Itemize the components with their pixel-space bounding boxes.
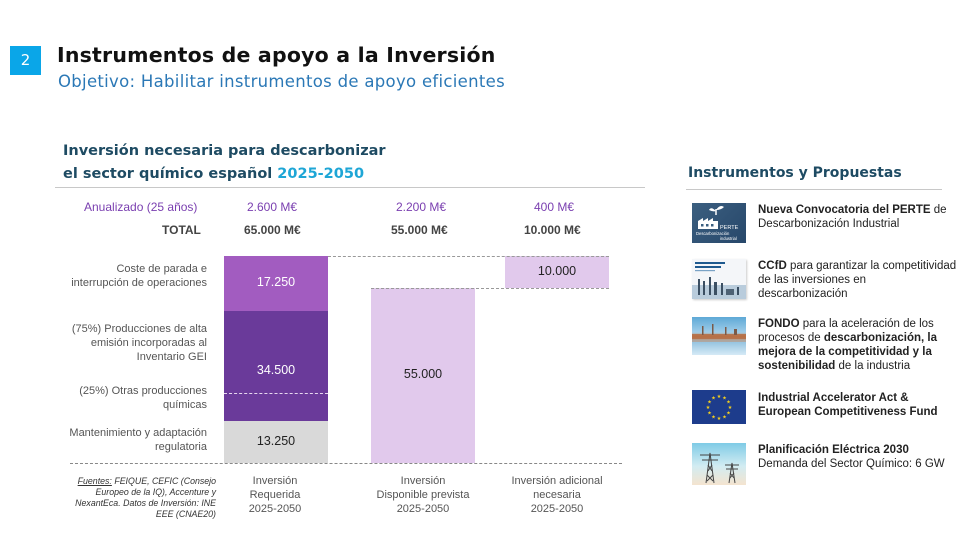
chart-title-line2: el sector químico español 2025-2050 <box>63 163 386 186</box>
instrument-bold2-fondo: descarbonización, la mejora de la compet… <box>758 332 937 372</box>
slide-subtitle: Objetivo: Habilitar instrumentos de apoy… <box>58 72 505 91</box>
perte-thumb-caption: PERTE <box>720 225 739 231</box>
total-label: TOTAL <box>162 223 201 237</box>
instrument-bold-eu: Industrial Accelerator Act & European Co… <box>758 392 938 418</box>
industrial-plant-icon <box>692 317 746 355</box>
instrument-bold-perte: Nueva Convocatoria del PERTE <box>758 204 931 216</box>
power-pylon-icon <box>692 443 746 485</box>
bar-value-label: 34.500 <box>256 363 296 378</box>
eu-star-icon: ★ <box>706 405 711 411</box>
perte-logo-icon: PERTE Descarbonización industrial <box>692 203 746 243</box>
instrument-rest-planificacion: Demanda del Sector Químico: 6 GW <box>758 458 945 470</box>
eu-flag-icon: ★ ★ ★ ★ ★ ★ ★ ★ ★ ★ ★ ★ <box>692 390 746 424</box>
row-label-high-emission: (75%) Producciones de alta emisión incor… <box>71 323 207 363</box>
bar-segment-required-1: 34.500 <box>224 310 328 421</box>
eu-star-icon: ★ <box>707 400 712 406</box>
chart-title-divider <box>55 187 645 188</box>
eu-star-icon: ★ <box>717 416 722 422</box>
chart-title-line1: Inversión necesaria para descarbonizar <box>63 143 386 159</box>
instrument-text-eu: Industrial Accelerator Act & European Co… <box>758 391 958 419</box>
row-label-other-production: (25%) Otras producciones químicas <box>79 385 207 411</box>
eu-star-icon: ★ <box>711 415 716 421</box>
instruments-header: Instrumentos y Propuestas <box>688 165 902 181</box>
instrument-rest1-fondo: para la aceleración de los procesos de <box>758 318 934 344</box>
instrument-text-perte: Nueva Convocatoria del PERTE de Descarbo… <box>758 203 958 231</box>
bar-segment-additional-0: 10.000 <box>505 256 609 288</box>
x-label-available-line2: Disponible prevista <box>376 489 470 501</box>
bar-value-label: 17.250 <box>256 275 296 290</box>
x-label-available-line1: Inversión <box>400 475 446 487</box>
total-value-required: 65.000 M€ <box>244 223 301 237</box>
connector-line-available <box>371 287 609 289</box>
svg-text:Descarbonización: Descarbonización <box>696 231 730 236</box>
bar-value-label: 13.250 <box>256 433 296 448</box>
bar-segment-required-0: 13.250 <box>224 420 328 463</box>
eu-star-icon: ★ <box>717 394 722 400</box>
eu-star-icon: ★ <box>711 395 716 401</box>
sources-text: FEIQUE, CEFIC (Consejo Europeo de la IQ)… <box>75 476 216 519</box>
instrument-rest2-fondo: de la industria <box>835 360 911 372</box>
eu-star-icon: ★ <box>722 395 727 401</box>
instrument-text-ccfd: CCfD para garantizar la competitividad d… <box>758 259 958 301</box>
annualized-value-required: 2.600 M€ <box>247 200 298 214</box>
slide-title: Instrumentos de apoyo a la Inversión <box>57 43 496 67</box>
x-label-additional: Inversión adicional necesaria 2025-2050 <box>482 474 632 516</box>
chart-baseline <box>70 463 622 464</box>
ccfd-document-icon <box>692 259 746 299</box>
instrument-rest-perte: de Descarbonización Industrial <box>758 204 947 230</box>
sources-prefix: Fuentes: <box>77 476 112 486</box>
chart-title-period: 2025-2050 <box>277 166 365 182</box>
total-value-available: 55.000 M€ <box>391 223 448 237</box>
total-value-additional: 10.000 M€ <box>524 223 581 237</box>
chart-title-line2-prefix: el sector químico español <box>63 166 278 182</box>
x-label-additional-line2: necesaria <box>533 489 581 501</box>
instrument-rest-ccfd: para garantizar la competitividad de las… <box>758 260 957 300</box>
segment-split-line <box>224 393 328 395</box>
eu-star-icon: ★ <box>707 411 712 417</box>
instrument-text-fondo: FONDO para la aceleración de los proceso… <box>758 317 958 373</box>
x-label-additional-line1: Inversión adicional <box>511 475 603 487</box>
slide-number-badge: 2 <box>10 46 41 75</box>
x-label-available: Inversión Disponible prevista 2025-2050 <box>348 474 498 516</box>
eu-star-icon: ★ <box>726 400 731 406</box>
annualized-value-additional: 400 M€ <box>534 200 575 214</box>
eu-star-icon: ★ <box>728 405 733 411</box>
x-label-required-line1: Inversión <box>252 475 298 487</box>
annualized-value-available: 2.200 M€ <box>396 200 447 214</box>
bar-value-label: 55.000 <box>403 367 443 382</box>
instruments-divider <box>686 189 942 190</box>
instrument-bold-ccfd: CCfD <box>758 260 787 272</box>
eu-star-icon: ★ <box>722 415 727 421</box>
x-label-required-line2: Requerida <box>249 489 301 501</box>
x-label-available-line3: 2025-2050 <box>396 503 450 515</box>
instrument-bold-fondo: FONDO <box>758 318 800 330</box>
row-label-shutdown-cost: Coste de parada e interrupción de operac… <box>71 263 207 289</box>
svg-text:industrial: industrial <box>720 236 737 241</box>
instrument-bold-planificacion: Planificación Eléctrica 2030 <box>758 444 909 456</box>
x-label-required: Inversión Requerida 2025-2050 <box>200 474 350 516</box>
sources-note: Fuentes: FEIQUE, CEFIC (Consejo Europeo … <box>70 476 216 520</box>
x-label-additional-line3: 2025-2050 <box>530 503 584 515</box>
eu-star-icon: ★ <box>726 411 731 417</box>
annualized-label: Anualizado (25 años) <box>84 200 198 214</box>
bar-segment-required-2: 17.250 <box>224 256 328 311</box>
bar-segment-available-0: 55.000 <box>371 287 475 463</box>
row-label-maintenance: Mantenimiento y adaptación regulatoria <box>69 427 207 453</box>
chart-title: Inversión necesaria para descarbonizar e… <box>63 140 386 186</box>
x-label-required-line3: 2025-2050 <box>248 503 302 515</box>
instrument-text-planificacion: Planificación Eléctrica 2030 Demanda del … <box>758 443 958 471</box>
connector-line-total <box>328 256 609 257</box>
bar-value-label: 10.000 <box>537 263 577 278</box>
